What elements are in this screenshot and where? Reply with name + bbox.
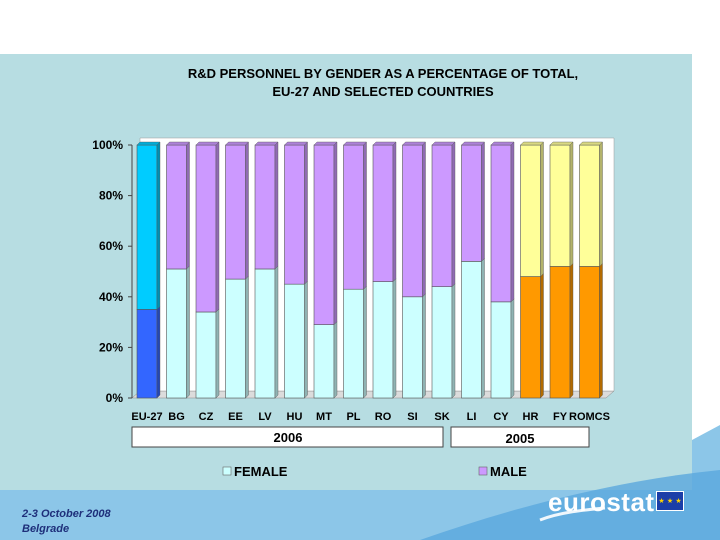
bar-top-cs: [579, 141, 603, 146]
bar-top-cy: [490, 141, 515, 146]
y-tick-label: 0%: [106, 391, 124, 405]
y-tick-label: 100%: [92, 138, 123, 152]
x-tick-label-cs: ROMCS: [569, 411, 610, 423]
x-tick-label-sk: SK: [434, 411, 449, 423]
group-label-2006: 2006: [274, 430, 303, 445]
logo-swoosh: [539, 506, 606, 522]
bar-top-eu-27: [136, 141, 161, 146]
x-tick-label-lv: LV: [258, 411, 272, 423]
x-tick-label-li: LI: [467, 411, 477, 423]
x-tick-label-mt: MT: [316, 411, 332, 423]
footer-date: 2-3 October 2008: [22, 508, 111, 520]
bar-top-ro: [372, 141, 397, 146]
bar-top-hu: [284, 141, 308, 146]
x-tick-label-pl: PL: [346, 411, 360, 423]
bar-top-lv: [254, 141, 279, 146]
bar-top-pl: [343, 141, 367, 146]
y-tick-label: 20%: [99, 340, 123, 354]
x-tick-label-cz: CZ: [199, 411, 214, 423]
group-box-2005: [450, 426, 590, 448]
footer-city: Belgrade: [22, 523, 70, 535]
x-tick-label-hu: HU: [287, 411, 303, 423]
bar-top-fyrom: [549, 141, 574, 146]
legend-label-female: FEMALE: [234, 464, 288, 479]
x-tick-label-hr: HR: [523, 411, 539, 423]
y-tick-label: 40%: [99, 290, 123, 304]
bar-top-sk: [431, 141, 456, 146]
legend-swatch-female: [222, 466, 232, 476]
group-box-2006: [131, 426, 444, 448]
y-tick-label: 60%: [99, 239, 123, 253]
x-tick-label-cy: CY: [493, 411, 509, 423]
eu-flag-icon: ★ ★ ★: [656, 491, 684, 511]
chart-title-line1: R&D PERSONNEL BY GENDER AS A PERCENTAGE …: [188, 66, 578, 81]
x-tick-label-fyrom: FY: [553, 411, 568, 423]
bar-top-li: [461, 141, 485, 146]
bar-top-mt: [313, 141, 338, 146]
x-tick-label-bg: BG: [168, 411, 185, 423]
bar-top-ee: [225, 141, 249, 146]
bar-top-bg: [166, 141, 190, 146]
x-tick-label-eu-27: EU-27: [131, 411, 162, 423]
x-tick-label-ee: EE: [228, 411, 243, 423]
group-label-2005: 2005: [506, 431, 535, 446]
y-tick-label: 80%: [99, 189, 123, 203]
eurostat-logo: eurostat: [548, 487, 655, 517]
legend-swatch-male: [478, 466, 488, 476]
x-tick-label-ro: RO: [375, 411, 392, 423]
bar-top-hr: [520, 141, 544, 146]
legend-label-male: MALE: [490, 464, 527, 479]
chart-title-line2: EU-27 AND SELECTED COUNTRIES: [272, 84, 494, 99]
x-tick-label-si: SI: [407, 411, 417, 423]
bar-top-si: [402, 141, 426, 146]
bar-top-cz: [195, 141, 220, 146]
